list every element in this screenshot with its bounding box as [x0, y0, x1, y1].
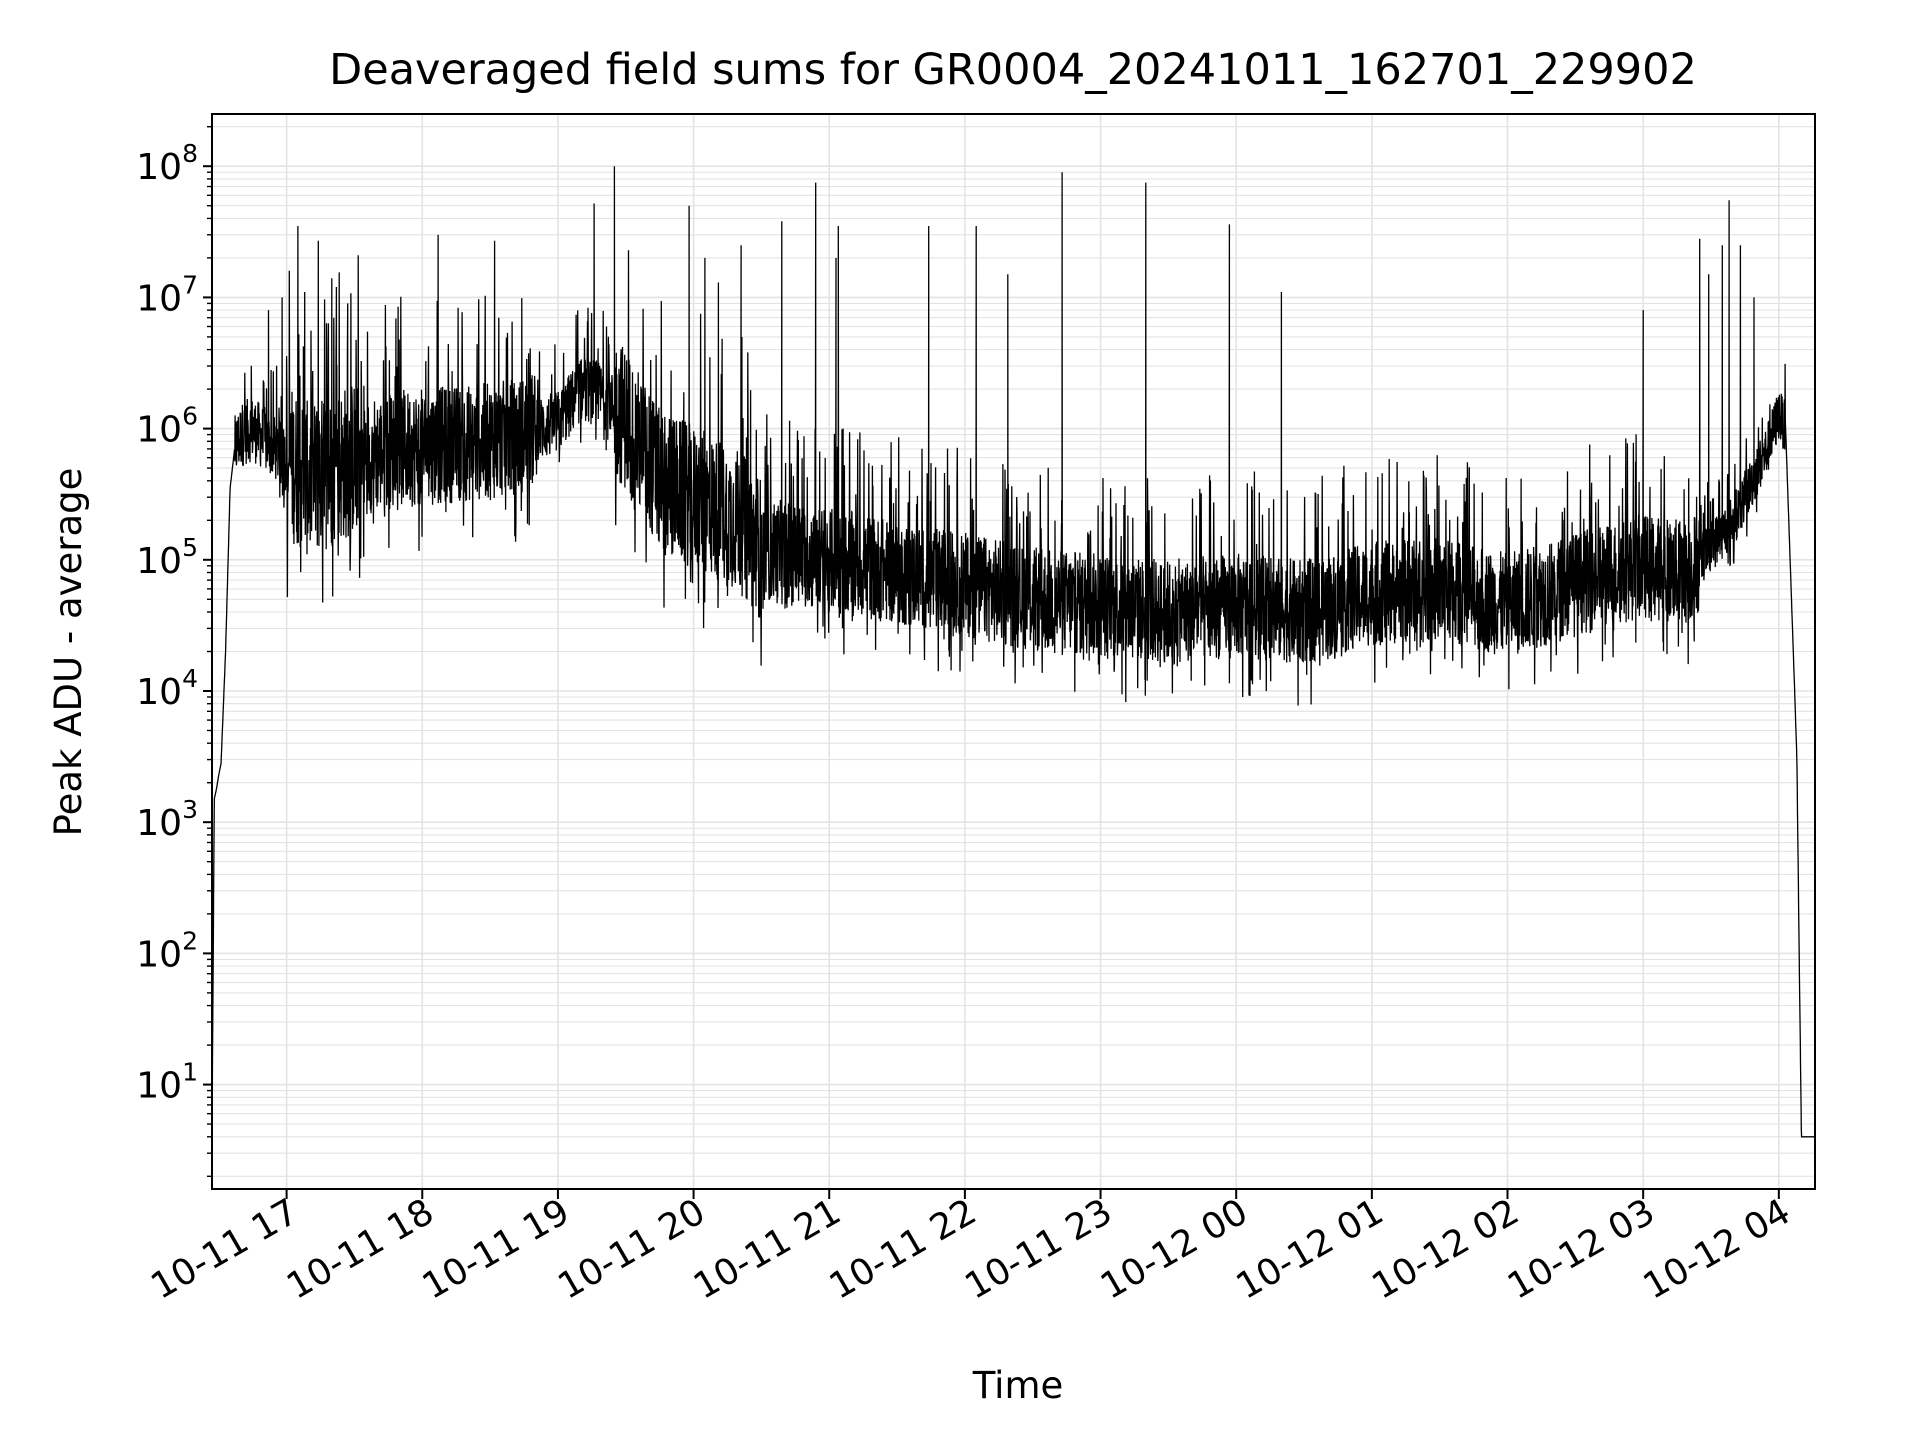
y-tick-exponent: 1	[182, 1058, 198, 1087]
y-tick-exponent: 3	[182, 795, 198, 824]
y-tick-exponent: 7	[182, 270, 198, 299]
y-tick-exponent: 5	[182, 533, 198, 562]
y-tick-exponent: 2	[182, 926, 198, 955]
chart-title: Deaveraged field sums for GR0004_2024101…	[329, 45, 1697, 95]
x-axis-label: Time	[972, 1364, 1064, 1407]
y-axis-label: Peak ADU - average	[47, 468, 90, 837]
y-tick-exponent: 8	[182, 139, 198, 168]
y-tick-label: 101	[136, 1058, 198, 1107]
y-tick-exponent: 6	[182, 402, 198, 431]
y-tick-label: 105	[136, 533, 198, 582]
series-line	[211, 166, 1815, 1140]
y-tick-exponent: 4	[182, 664, 198, 693]
data-line	[211, 166, 1815, 1140]
